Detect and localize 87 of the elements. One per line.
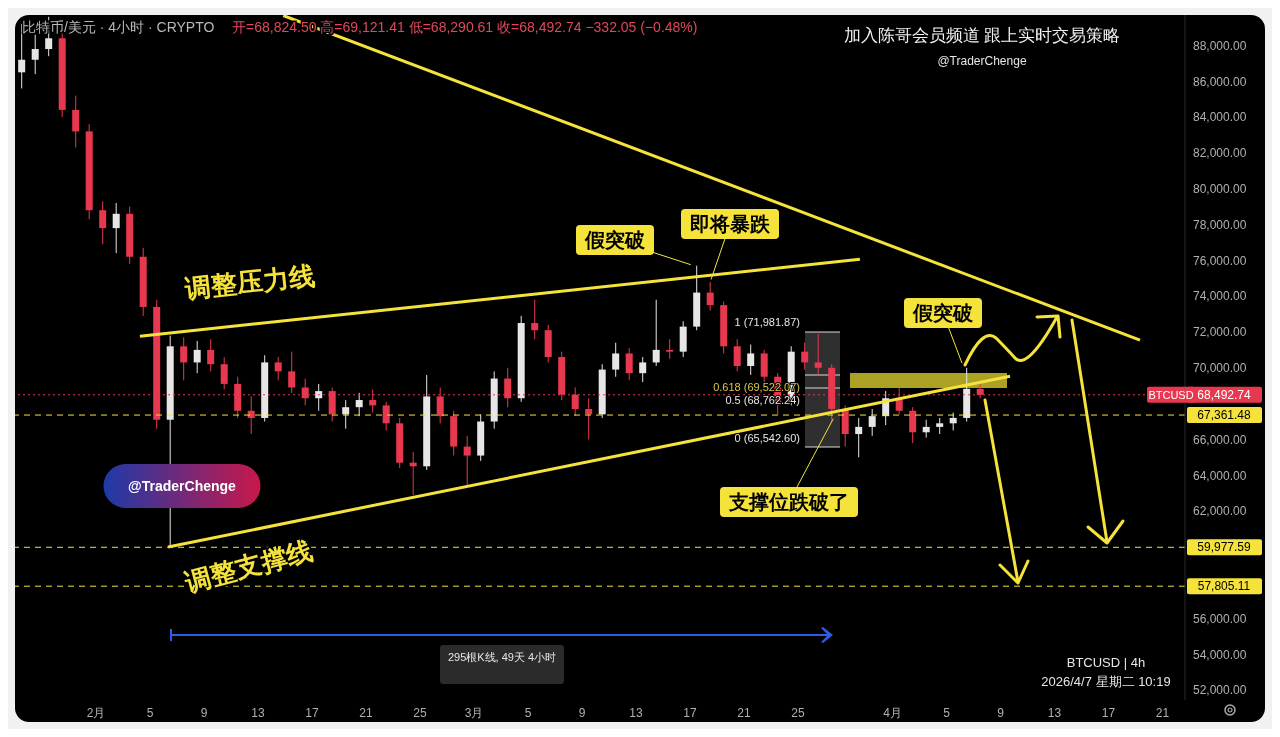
x-tick-label: 21	[1155, 705, 1170, 720]
x-tick-label: 9	[200, 705, 208, 720]
annotation: BTCUSD | 4h	[1066, 655, 1146, 670]
candlestick	[625, 347, 633, 381]
annotation: 调整压力线	[182, 260, 317, 304]
candlestick	[612, 342, 620, 378]
annotation: 调整支撑线	[181, 534, 316, 598]
ref-line-label: 57,805.11	[1197, 579, 1251, 594]
y-tick-label: 76,000.00	[1193, 253, 1247, 268]
candlestick	[868, 408, 876, 437]
y-tick-label: 64,000.00	[1193, 468, 1247, 483]
candlestick	[112, 202, 120, 254]
annotation: 开=68,824.50 高=69,121.41 低=68,290.61 收=68,492.74 −332.05 (−0.48%)	[232, 19, 698, 35]
annotation: 295根K线, 49天 4小时	[447, 651, 557, 663]
y-tick-label: 74,000.00	[1193, 289, 1247, 304]
y-tick-label: 72,000.00	[1193, 325, 1247, 340]
x-tick-label: 3月	[464, 705, 484, 720]
candlestick	[274, 356, 282, 381]
annotation: BTCUSD	[1148, 388, 1194, 401]
candlestick	[72, 95, 80, 149]
candlestick	[247, 395, 255, 435]
candlestick	[855, 417, 863, 458]
x-tick-label: 21	[359, 705, 373, 720]
x-tick-label: 2月	[86, 705, 106, 720]
candlestick	[531, 299, 539, 340]
y-tick-label: 54,000.00	[1193, 647, 1247, 662]
y-tick-label: 52,000.00	[1193, 683, 1247, 698]
candlestick	[193, 340, 201, 374]
candlestick	[909, 406, 917, 444]
candlestick	[666, 338, 674, 360]
candlestick	[733, 338, 741, 372]
y-tick-label: 88,000.00	[1193, 38, 1247, 53]
candlestick	[31, 34, 39, 75]
candlestick	[342, 399, 350, 430]
candlestick	[801, 342, 809, 371]
candlestick	[315, 383, 323, 412]
x-tick-label: 5	[146, 705, 154, 720]
x-tick-label: 17	[305, 705, 319, 720]
y-tick-label: 86,000.00	[1193, 74, 1247, 89]
annotation: 0 (65,542.60)	[734, 432, 800, 444]
annotation: 1 (71,981.87)	[734, 316, 800, 328]
x-tick-label: 13	[1047, 705, 1062, 720]
candlestick	[382, 401, 390, 431]
ref-line-label: 67,361.48	[1197, 408, 1252, 423]
ref-line-label: 59,977.59	[1197, 540, 1252, 555]
x-tick-label: 9	[578, 705, 586, 720]
x-tick-label: 25	[413, 705, 427, 720]
annotation: 假突破	[584, 229, 646, 251]
annotation: 假突破	[912, 302, 974, 324]
y-tick-label: 56,000.00	[1193, 611, 1247, 626]
candlestick	[747, 344, 755, 376]
x-tick-label: 17	[683, 705, 697, 720]
candlestick	[220, 356, 228, 390]
x-tick-label: 21	[737, 705, 751, 720]
y-tick-label: 82,000.00	[1193, 146, 1247, 161]
text: @TraderChenge	[937, 54, 1027, 68]
candlestick	[180, 336, 188, 381]
candlestick	[652, 299, 660, 367]
x-tick-label: 5	[524, 705, 532, 720]
x-tick-label: 25	[791, 705, 805, 720]
candlestick	[463, 435, 471, 487]
candlestick	[288, 351, 296, 394]
candlestick	[814, 333, 822, 376]
y-tick-label: 62,000.00	[1193, 504, 1247, 519]
y-tick-label: 66,000.00	[1193, 432, 1247, 447]
x-tick-label: 5	[943, 705, 951, 720]
y-tick-label: 80,000.00	[1193, 181, 1247, 196]
candlestick	[760, 349, 768, 383]
x-tick-label: 17	[1101, 705, 1116, 720]
y-tick-label: 84,000.00	[1193, 110, 1247, 125]
y-tick-label: 78,000.00	[1193, 217, 1247, 232]
x-tick-label: 4月	[883, 705, 902, 720]
annotation: 支撑位跌破了	[728, 491, 849, 513]
annotation: @TraderChenge	[128, 478, 237, 494]
x-tick-label: 13	[629, 705, 643, 720]
candlestick	[207, 338, 215, 372]
annotation: 即将暴跌	[690, 213, 771, 235]
candlestick	[639, 356, 647, 383]
y-tick-label: 70,000.00	[1193, 361, 1247, 376]
text: 加入陈哥会员频道 跟上实时交易策略	[843, 26, 1121, 45]
candlestick	[99, 200, 107, 245]
candlestick	[706, 281, 714, 311]
annotation: 2026/4/7 星期二 10:19	[1041, 674, 1171, 689]
ref-line-label: 68,492.74	[1197, 387, 1252, 402]
x-tick-label: 9	[997, 705, 1005, 720]
candlestick	[585, 397, 593, 440]
x-tick-label: 13	[251, 705, 265, 720]
